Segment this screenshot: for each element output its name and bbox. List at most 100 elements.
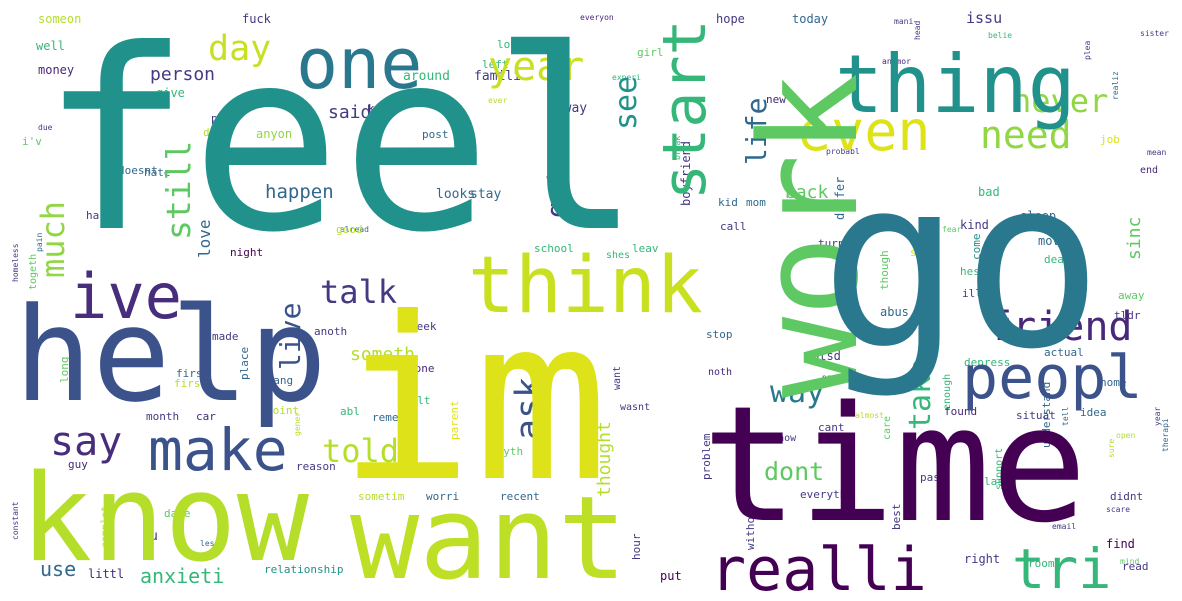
word-day: day	[208, 29, 271, 69]
word-seem: seem	[910, 246, 937, 259]
word-year: year	[488, 44, 584, 90]
tiny-word-mean: mean	[1147, 148, 1166, 157]
word-love: love	[195, 219, 214, 258]
word-think: think	[468, 241, 703, 331]
word-new: new	[766, 93, 786, 106]
word-anyth: anyth	[490, 445, 523, 458]
word-school: school	[534, 242, 574, 255]
word-right: right	[964, 552, 1000, 566]
word-dad: dad	[203, 126, 223, 139]
word-complet: complet	[100, 506, 111, 548]
word-much: much	[34, 201, 72, 278]
tiny-word-everyon: everyon	[580, 13, 614, 22]
word-kid: kid	[718, 196, 738, 209]
word-alway: alway	[548, 101, 587, 116]
tiny-word-sister: sister	[1140, 29, 1169, 38]
word-cant: cant	[818, 421, 845, 434]
word-abus: abus	[880, 305, 909, 319]
tiny-word-due: due	[38, 123, 53, 132]
word-situat: situat	[1016, 409, 1056, 422]
word-issu: issu	[966, 9, 1002, 27]
tiny-word-anymor: anymor	[882, 57, 911, 66]
tiny-word-ever: ever	[488, 96, 507, 105]
word-said: said	[328, 102, 371, 123]
tiny-word-mani: mani	[894, 17, 913, 26]
word-say: say	[50, 419, 122, 465]
word-lot: lot	[497, 38, 517, 51]
word-stop: stop	[706, 328, 733, 341]
word-start: start	[650, 19, 720, 200]
tiny-word-therapi: therapi	[1161, 418, 1170, 452]
tiny-word-belie: belie	[988, 31, 1012, 40]
word-deal: deal	[1044, 253, 1071, 266]
word-littl: littl	[88, 567, 124, 581]
word-ive: ive	[70, 260, 182, 333]
word-understand: understand	[1040, 382, 1053, 448]
word-without: without	[744, 504, 757, 550]
word-last: last	[984, 475, 1011, 488]
word-today: today	[792, 12, 828, 26]
word-want: want	[350, 472, 627, 601]
word-live: live	[274, 303, 307, 370]
word-relationship: relationship	[264, 563, 343, 576]
word-end: end	[1140, 165, 1158, 176]
word-see: see	[609, 76, 644, 130]
word-someon: someon	[38, 12, 81, 26]
word-make: make	[148, 416, 288, 484]
word-put: put	[660, 569, 682, 583]
word-chang: chang	[260, 374, 293, 387]
word-abl: abl	[340, 405, 360, 418]
word-back: back	[785, 182, 829, 203]
word-around: around	[403, 69, 450, 84]
word-togeth: togeth	[28, 254, 39, 290]
word-wasnt: wasnt	[620, 402, 650, 413]
tiny-word-open: open	[1116, 431, 1135, 440]
word-month: month	[146, 410, 179, 423]
word-ask: ask	[509, 377, 549, 440]
word-doesnt: doesnt	[118, 164, 158, 177]
word-guy: guy	[68, 458, 88, 471]
word-long: long	[58, 357, 71, 384]
word-job: job	[1100, 133, 1120, 146]
word-felt: felt	[404, 394, 431, 407]
tiny-word-experi: experi	[612, 73, 641, 82]
word-room: room	[1028, 557, 1055, 570]
word-tri: tri	[1012, 537, 1111, 601]
word-time: time	[702, 371, 1087, 558]
word-thing: thing	[835, 38, 1076, 131]
word-call: call	[720, 220, 747, 233]
word-someth: someth	[350, 344, 415, 365]
word-first: first	[176, 367, 209, 380]
word-hes: hes	[960, 265, 980, 278]
tiny-word-email: email	[1052, 522, 1076, 531]
word-realli: realli	[710, 535, 927, 601]
word-happen: happen	[265, 181, 334, 203]
word-good: good	[336, 223, 363, 236]
word-enough: enough	[942, 374, 953, 410]
word-got: got	[540, 167, 573, 218]
word-parent: parent	[448, 400, 461, 440]
word-rememb: rememb	[372, 411, 412, 424]
word-support: support	[994, 448, 1005, 490]
word-made: made	[212, 330, 239, 343]
word-noth: noth	[708, 367, 732, 378]
word-away: away	[1118, 289, 1145, 302]
word-reason: reason	[296, 460, 336, 473]
tiny-word-alread: alread	[340, 225, 369, 234]
word-boyfriend: boyfriend	[679, 141, 693, 206]
tiny-word-almost: almost	[855, 411, 884, 420]
word-go: go	[820, 128, 1103, 401]
word-life: life	[740, 98, 773, 165]
tiny-word-homeless: homeless	[11, 243, 20, 282]
word-move: move	[1038, 234, 1067, 248]
word-find: find	[1106, 537, 1135, 551]
word-even: even	[798, 99, 930, 163]
word-one: one	[296, 23, 422, 105]
tiny-word-realiz: realiz	[1111, 71, 1120, 100]
tiny-word-great: great	[539, 404, 548, 428]
tiny-word-head: head	[913, 21, 922, 40]
word-ptsd: ptsd	[812, 349, 841, 363]
word-u: u	[150, 529, 158, 544]
tiny-word-less: less	[200, 539, 219, 548]
